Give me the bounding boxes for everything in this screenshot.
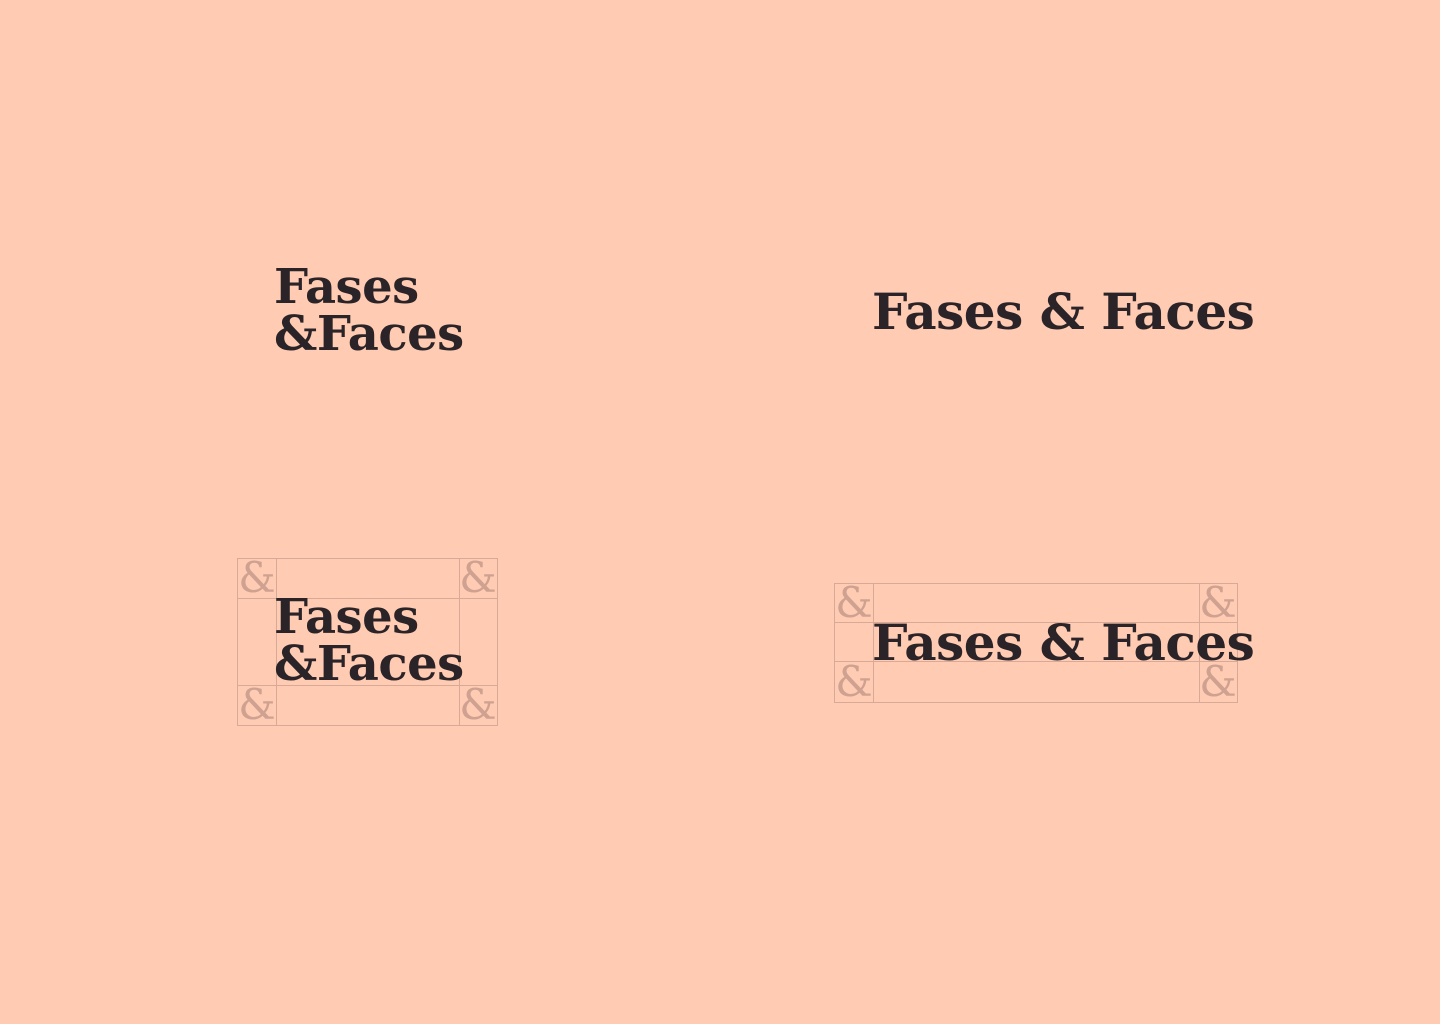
clearspace-ampersand-mark: &	[1199, 578, 1237, 627]
stacked-logo-line1: Fases	[274, 259, 419, 315]
clearspace-guide-line	[237, 685, 498, 686]
clearspace-guide-line	[237, 598, 498, 599]
clearspace-ampersand-mark: &	[835, 657, 873, 706]
stacked-logo-line1: Fases	[274, 589, 419, 645]
clearspace-guide-line	[459, 558, 460, 726]
clearspace-ampersand-mark: &	[459, 680, 497, 729]
clearspace-ampersand-mark: &	[238, 680, 276, 729]
clearspace-guide-line	[873, 583, 874, 703]
clearspace-guide-line	[1199, 583, 1200, 703]
clearspace-guide-line	[276, 558, 277, 726]
inline-logo-text: Fases & Faces	[872, 613, 1255, 672]
clearspace-guide-line	[834, 661, 1238, 662]
clearspace-ampersand-mark: &	[459, 553, 497, 602]
inline-logo-clearspace: Fases & Faces	[872, 618, 1255, 668]
stacked-logo: Fases &Faces	[274, 259, 464, 362]
stacked-logo-line2: &Faces	[274, 306, 464, 362]
clearspace-ampersand-mark: &	[238, 553, 276, 602]
stacked-logo-clearspace: Fases &Faces	[274, 589, 464, 692]
clearspace-ampersand-mark: &	[835, 578, 873, 627]
clearspace-ampersand-mark: &	[1199, 657, 1237, 706]
clearspace-guide-line	[834, 622, 1238, 623]
inline-logo: Fases & Faces	[872, 287, 1255, 337]
stacked-logo-line2: &Faces	[274, 636, 464, 692]
clearspace-outer-box	[237, 558, 498, 726]
inline-logo-text: Fases & Faces	[872, 282, 1255, 341]
clearspace-outer-box	[834, 583, 1238, 703]
